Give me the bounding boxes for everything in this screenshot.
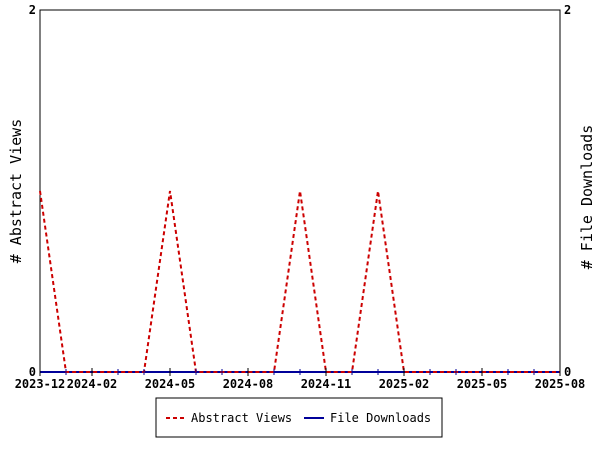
y-axis-label-right: # File Downloads <box>578 125 596 270</box>
legend-label-abstract-views: Abstract Views <box>191 411 292 425</box>
x-tick-label: 2025-02 <box>379 377 430 391</box>
x-axis-ticks: 2023-12 2024-02 2024-05 2024-08 2024-11 2025-… <box>15 368 586 391</box>
plot-area <box>39 9 561 373</box>
y-axis-label-left: # Abstract Views <box>7 119 25 264</box>
x-tick-label: 2024-02 <box>67 377 118 391</box>
x-tick-label: 2023-12 <box>15 377 66 391</box>
y-right-tick-max: 2 <box>564 3 571 17</box>
legend: Abstract Views File Downloads <box>155 397 443 438</box>
legend-box <box>155 397 443 438</box>
x-tick-label: 2025-08 <box>535 377 586 391</box>
y-right-tick-min: 0 <box>564 365 571 379</box>
y-left-tick-min: 0 <box>29 365 36 379</box>
y-left-tick-max: 2 <box>29 3 36 17</box>
legend-label-file-downloads: File Downloads <box>330 411 431 425</box>
x-tick-label: 2025-05 <box>457 377 508 391</box>
x-tick-label: 2024-05 <box>145 377 196 391</box>
x-tick-label: 2024-11 <box>301 377 352 391</box>
x-tick-label: 2024-08 <box>223 377 274 391</box>
